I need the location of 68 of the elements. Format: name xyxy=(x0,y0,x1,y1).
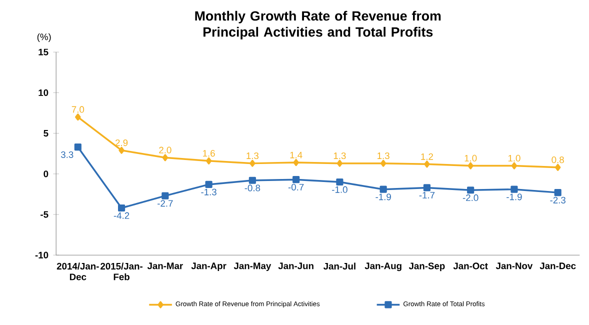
x-tick-label: Jan-Jul xyxy=(323,262,356,270)
data-label: -2.3 xyxy=(550,197,566,204)
point xyxy=(118,204,126,212)
point xyxy=(380,186,387,194)
data-label: 1.3 xyxy=(378,152,390,160)
point xyxy=(75,114,81,121)
x-tick-label: Jan-Mar xyxy=(147,262,183,270)
data-label: -1.9 xyxy=(506,194,522,200)
point xyxy=(424,160,430,168)
point xyxy=(380,160,386,168)
point xyxy=(292,176,300,184)
data-label: 1.0 xyxy=(464,155,477,162)
data-label: -1.0 xyxy=(332,186,348,194)
x-tick-label: Jan-May xyxy=(234,262,272,272)
data-label: -2.7 xyxy=(158,200,173,207)
data-label: -1.3 xyxy=(201,188,216,196)
data-label: 1.4 xyxy=(290,152,302,158)
y-tick-label: 10 xyxy=(38,90,48,96)
data-label: 2.0 xyxy=(159,146,172,154)
point xyxy=(423,184,430,192)
point xyxy=(467,186,474,194)
data-label: 0.8 xyxy=(552,156,564,164)
point xyxy=(205,181,212,188)
x-tick-label: Jan-Aug xyxy=(364,262,402,272)
point xyxy=(510,186,518,194)
point xyxy=(206,158,212,165)
x-tick-label: 2014/Jan-Dec xyxy=(56,262,99,280)
x-tick-label: Jan-Nov xyxy=(496,262,533,270)
point xyxy=(336,178,344,186)
data-label: -2.0 xyxy=(462,194,478,202)
data-label: -4.2 xyxy=(114,212,130,220)
y-tick-label: -5 xyxy=(40,211,48,218)
y-tick-label: 5 xyxy=(44,130,48,137)
point xyxy=(118,147,124,154)
point xyxy=(248,177,256,184)
data-label: 7.0 xyxy=(72,106,84,113)
data-label: -0.7 xyxy=(288,184,304,191)
point xyxy=(511,162,518,170)
x-tick-label: Jan-Dec xyxy=(540,262,576,270)
y-tick-label: 0 xyxy=(44,170,48,178)
data-label: 2.9 xyxy=(116,140,128,146)
data-label: 1.0 xyxy=(508,155,520,162)
x-tick-label: Jan-Sep xyxy=(408,262,445,272)
point xyxy=(162,192,169,200)
x-tick-label: Jan-Jun xyxy=(278,262,314,270)
x-tick-label: Jan-Apr xyxy=(191,262,226,272)
point xyxy=(554,189,562,196)
point xyxy=(250,160,256,168)
data-label: 1.2 xyxy=(421,154,433,160)
point xyxy=(554,164,561,172)
point xyxy=(468,162,474,170)
y-tick-label: -10 xyxy=(35,252,48,259)
x-tick-label: Jan-Oct xyxy=(453,262,488,270)
point xyxy=(162,154,168,162)
point xyxy=(74,144,82,151)
data-label: -1.7 xyxy=(419,192,435,199)
data-label: 1.3 xyxy=(334,152,346,160)
y-axis-title: (%) xyxy=(37,34,51,42)
data-label: 1.6 xyxy=(203,150,215,157)
chart-title: Monthly Growth Rate of Revenue from Principal Activities and Total Profits xyxy=(195,11,441,40)
x-tick-label: 2015/Jan-Feb xyxy=(100,262,142,280)
point xyxy=(293,159,299,166)
data-label: 1.3 xyxy=(246,152,259,160)
data-label: 3.3 xyxy=(61,152,74,158)
point xyxy=(336,160,343,168)
data-label: -0.8 xyxy=(244,184,260,192)
y-tick-label: 15 xyxy=(38,49,48,56)
data-label: -1.9 xyxy=(376,194,391,200)
